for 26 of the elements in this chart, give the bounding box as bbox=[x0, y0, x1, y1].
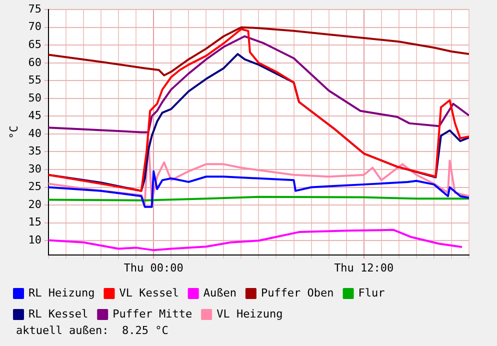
y-tick-label: 45 bbox=[28, 109, 42, 122]
text: aktuell außen: 8.25 °C bbox=[16, 324, 168, 337]
y-tick-label: 15 bbox=[28, 216, 42, 229]
y-tick-label: 60 bbox=[28, 56, 42, 69]
y-tick-label: 25 bbox=[28, 180, 42, 194]
y-tick-label: 35 bbox=[28, 144, 42, 158]
y-tick-label: 55 bbox=[28, 74, 42, 87]
legend-label: Puffer Oben bbox=[260, 286, 334, 300]
legend-label: Flur bbox=[358, 286, 386, 300]
legend-label: VL Kessel bbox=[119, 286, 179, 300]
legend-label: Puffer Mitte bbox=[112, 307, 192, 320]
y-tick-label: 20 bbox=[28, 198, 42, 211]
y-tick-label: 30 bbox=[28, 162, 42, 176]
x-tick-label: Thu 00:00 bbox=[124, 261, 184, 274]
y-tick-label: 50 bbox=[28, 91, 42, 104]
x-tick-label: Thu 12:00 bbox=[334, 261, 394, 274]
y-tick-label: 65 bbox=[28, 38, 42, 51]
y-tick-label: 10 bbox=[28, 233, 42, 246]
legend-label: RL Heizung bbox=[28, 286, 95, 300]
y-tick-label: 40 bbox=[28, 126, 42, 140]
y-tick-label: 70 bbox=[28, 20, 42, 34]
legend-label: RL Kessel bbox=[28, 307, 88, 320]
legend-label: Außen bbox=[203, 286, 236, 300]
y-axis-title: °C bbox=[7, 126, 20, 139]
y-tick-label: 75 bbox=[28, 2, 42, 16]
legend-label: VL Heizung bbox=[216, 307, 283, 320]
